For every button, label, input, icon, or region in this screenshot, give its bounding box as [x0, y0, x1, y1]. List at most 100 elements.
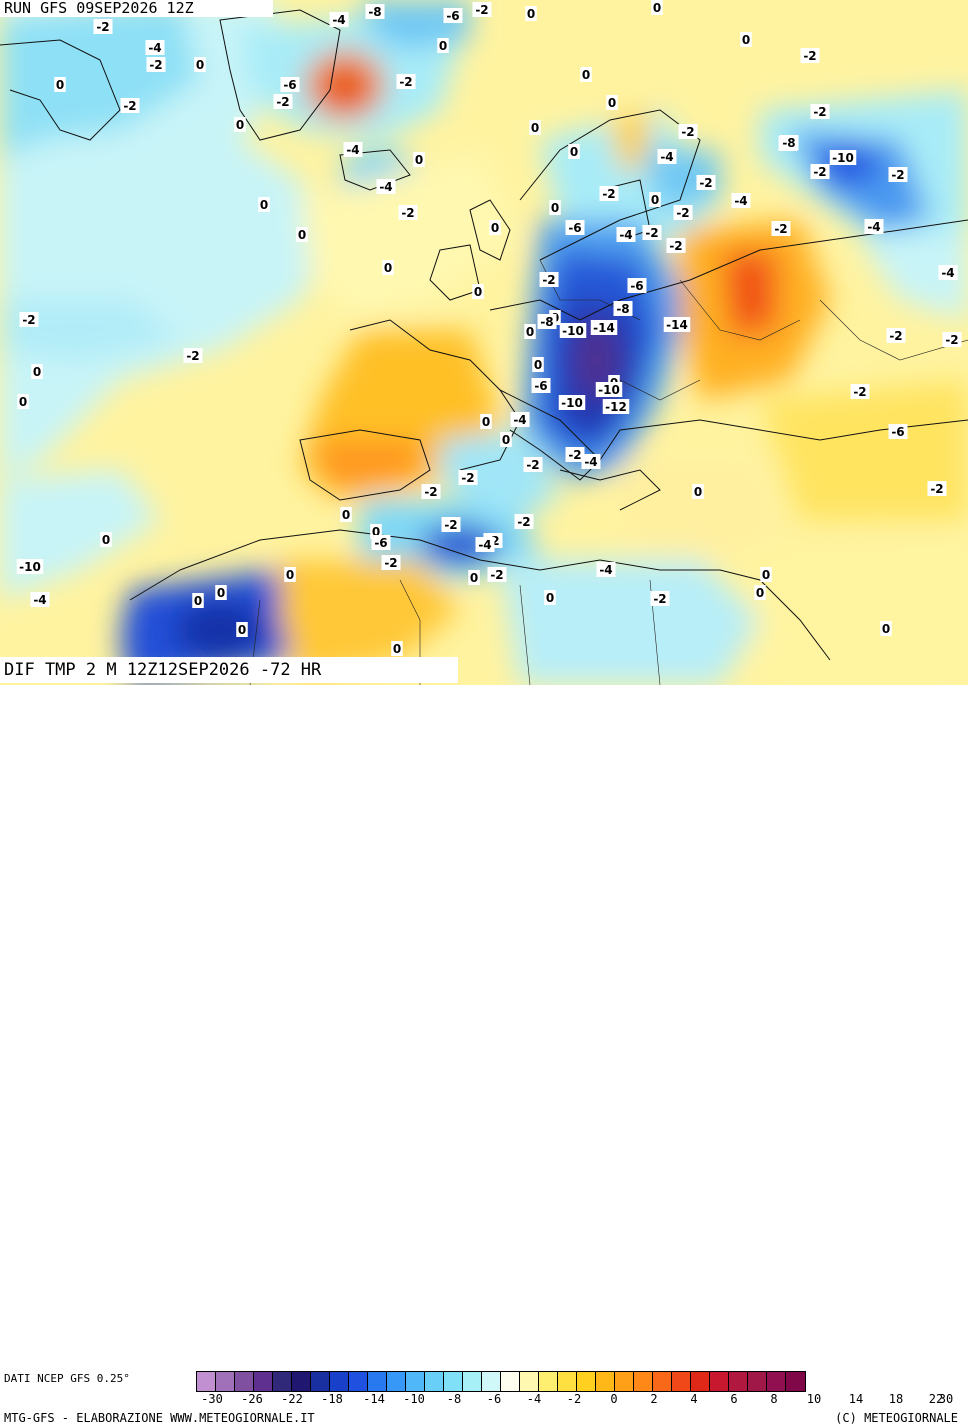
isoline-label-background	[514, 514, 534, 529]
isoline-label: -2	[666, 238, 686, 253]
isoline-label-background	[16, 559, 44, 574]
isoline-label: 0	[296, 227, 308, 242]
isoline-label-text: -2	[186, 349, 199, 363]
color-swatch	[691, 1372, 710, 1391]
isoline-label-background	[370, 524, 382, 539]
isoline-label-background	[381, 555, 401, 570]
isoline-label-text: -8	[540, 315, 553, 329]
isoline-label-background	[602, 399, 630, 414]
isoline-label-text: -14	[666, 318, 688, 332]
isoline-label-background	[642, 225, 662, 240]
color-swatch	[406, 1372, 425, 1391]
isoline-label-background	[236, 622, 248, 637]
isoline-label-text: 0	[608, 96, 616, 110]
isoline-label-background	[280, 77, 300, 92]
isoline-label-text: 0	[527, 7, 535, 21]
isoline-label: 0	[391, 641, 403, 656]
isoline-label-text: -10	[562, 324, 584, 338]
isoline-label: -4	[657, 149, 677, 164]
isoline-label-background	[391, 641, 403, 656]
isoline-label: -10	[595, 382, 623, 397]
isoline-label: -2	[539, 272, 559, 287]
isoline-label-text: -2	[681, 125, 694, 139]
scale-tick-label: -18	[321, 1392, 343, 1406]
isoline-label-background	[17, 394, 29, 409]
color-swatch	[330, 1372, 349, 1391]
isoline-label: -4	[731, 193, 751, 208]
isoline-label-background	[480, 414, 492, 429]
run-label: RUN GFS 09SEP2026 12Z	[0, 0, 273, 17]
isoline-label-text: 0	[342, 508, 350, 522]
isoline-label: 0	[480, 414, 492, 429]
isoline-label: -4	[329, 12, 349, 27]
isoline-label-text: 0	[570, 145, 578, 159]
isoline-label-background	[760, 567, 772, 582]
isoline-label-text: -2	[813, 165, 826, 179]
isoline-label: -10	[559, 323, 587, 338]
isoline-label-text: -6	[534, 379, 547, 393]
isoline-label: -2	[850, 384, 870, 399]
color-swatch	[577, 1372, 596, 1391]
isoline-label-text: -2	[384, 556, 397, 570]
isoline-label-background	[458, 470, 478, 485]
footer-credit: MTG-GFS - ELABORAZIONE WWW.METEOGIORNALE…	[4, 1411, 315, 1425]
isoline-label-text: -2	[653, 592, 666, 606]
isoline-label-background	[30, 592, 50, 607]
data-source-label: DATI NCEP GFS 0.25°	[4, 1372, 130, 1385]
isoline-label-background	[472, 2, 492, 17]
isoline-label-background	[284, 567, 296, 582]
isoline-label-text: -2	[149, 58, 162, 72]
isoline-label-background	[595, 382, 623, 397]
isoline-label-background	[580, 67, 592, 82]
isoline-label-background	[938, 265, 958, 280]
isoline-label-text: -2	[813, 105, 826, 119]
isoline-label-background	[544, 590, 556, 605]
isoline-label-background	[273, 94, 293, 109]
isoline-label-background	[888, 167, 908, 182]
color-swatch	[520, 1372, 539, 1391]
isoline-label-text: -4	[941, 266, 954, 280]
isoline-label-background	[565, 447, 585, 462]
isoline-label-background	[581, 454, 601, 469]
isoline-label-background	[382, 260, 394, 275]
isoline-label-background	[649, 192, 661, 207]
isoline-label-text: -4	[346, 143, 359, 157]
isoline-label: -2	[381, 555, 401, 570]
isoline-label: 0	[234, 117, 246, 132]
isoline-label-background	[532, 357, 544, 372]
isoline-label-background	[829, 150, 857, 165]
isoline-label-text: -2	[461, 471, 474, 485]
isoline-label: -8	[537, 314, 557, 329]
color-swatch	[311, 1372, 330, 1391]
isoline-label: -14	[590, 320, 618, 335]
isoline-label: -2	[514, 514, 534, 529]
isoline-label-text: -2	[945, 333, 958, 347]
isoline-label: 0	[525, 6, 537, 21]
isoline-label: -2	[458, 470, 478, 485]
isoline-label: -2	[120, 98, 140, 113]
isoline-label-text: -4	[148, 41, 161, 55]
isoline-label-background	[754, 585, 766, 600]
isoline-label-background	[864, 219, 884, 234]
isoline-label: -12	[602, 399, 630, 414]
isoline-label-background	[443, 8, 463, 23]
isoline-label-text: -2	[699, 176, 712, 190]
isoline-label-text: 0	[756, 586, 764, 600]
isoline-label-background	[599, 186, 619, 201]
isoline-label-background	[650, 591, 670, 606]
isoline-label: -2	[398, 205, 418, 220]
isoline-label-text: -2	[399, 75, 412, 89]
isoline-label-background	[616, 227, 636, 242]
isoline-label-background	[500, 432, 512, 447]
isoline-label-background	[441, 517, 461, 532]
isoline-label: -2	[678, 124, 698, 139]
isoline-label: -2	[810, 164, 830, 179]
isoline-label-background	[340, 507, 352, 522]
color-swatch	[653, 1372, 672, 1391]
isoline-label-text: 0	[742, 33, 750, 47]
isoline-label-background	[371, 535, 391, 550]
isoline-label-background	[888, 424, 908, 439]
isoline-label-background	[413, 152, 425, 167]
isoline-label: -2	[642, 225, 662, 240]
scale-tick-label: 18	[888, 1392, 904, 1406]
